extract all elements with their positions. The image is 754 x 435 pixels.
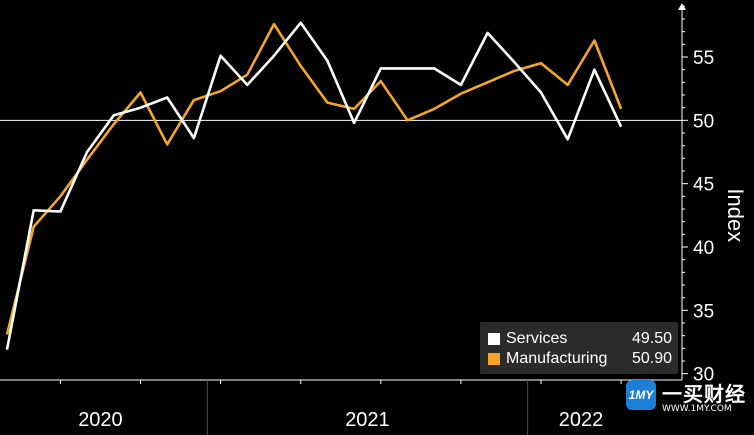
legend-item-manufacturing: Manufacturing 50.90	[488, 349, 672, 369]
series-line-manufacturing	[5, 22, 623, 335]
legend-swatch-services	[488, 333, 500, 345]
y-tick-label: 50	[693, 111, 714, 132]
y-tick-label: 55	[693, 48, 714, 69]
watermark-url: WWW.1MY.COM	[662, 404, 732, 414]
legend-label-manufacturing: Manufacturing	[506, 350, 608, 367]
y-tick-label: 35	[693, 301, 714, 322]
series-line-services	[5, 21, 623, 350]
legend-label-services: Services	[506, 330, 568, 347]
y-axis-label: Index	[723, 188, 748, 242]
legend-item-services: Services 49.50	[488, 329, 672, 349]
x-year-label: 2020	[78, 409, 123, 431]
legend: Services 49.50 Manufacturing 50.90	[480, 322, 678, 374]
y-tick-label: 45	[693, 175, 714, 196]
legend-value-services: 49.50	[631, 330, 672, 347]
y-tick-label: 40	[693, 238, 714, 259]
watermark-logo: 1MY	[626, 380, 656, 410]
watermark-name: 一买财经	[662, 382, 746, 406]
x-year-label: 2021	[345, 409, 390, 431]
legend-value-manufacturing: 50.90	[631, 350, 672, 367]
legend-swatch-manufacturing	[488, 353, 500, 365]
y-tick-label: 30	[693, 365, 714, 386]
x-year-label: 2022	[559, 409, 604, 431]
watermark: 1MY 一买财经 WWW.1MY.COM	[622, 376, 750, 432]
